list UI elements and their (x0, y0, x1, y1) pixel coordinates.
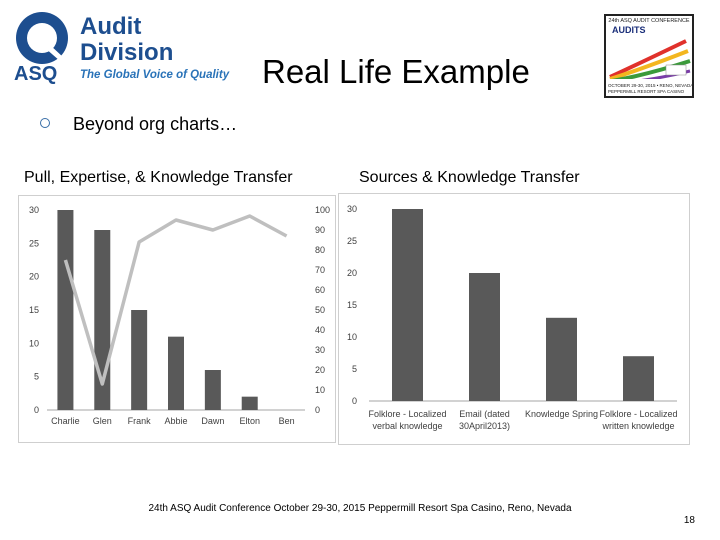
right-chart-title: Sources & Knowledge Transfer (359, 169, 580, 186)
x-tick-label: Folklore - Localized written knowledge (599, 409, 677, 431)
page-number: 18 (683, 515, 695, 526)
y-tick-label: 15 (347, 300, 357, 310)
y-tick-label: 25 (29, 238, 39, 248)
x-tick-label: Folklore - Localized verbal knowledge (368, 409, 446, 431)
footer-text: 24th ASQ Audit Conference October 29-30,… (148, 503, 572, 514)
y-tick-label: 10 (29, 338, 39, 348)
y-tick-label: 30 (347, 204, 357, 214)
bar (131, 310, 148, 410)
x-tick-label: Glen (93, 416, 112, 426)
left-chart-svg: 0 5 10 15 20 25 30 0 10 20 30 40 50 60 70 80 90 100 Charli… (29, 205, 330, 426)
y2-tick-label: 100 (315, 205, 330, 215)
y-tick-label: 30 (29, 205, 39, 215)
y-tick-label: 0 (352, 396, 357, 406)
bar (168, 336, 184, 410)
y2-tick-label: 0 (315, 405, 320, 415)
bar (392, 209, 423, 401)
y-tick-label: 25 (347, 236, 357, 246)
series-line (63, 214, 288, 386)
logo-audit: Audit (80, 13, 141, 40)
bullet-text: Beyond org charts… (73, 114, 238, 134)
right-chart: 0 5 10 15 20 25 30 Folklore - Localized verbal k… (338, 193, 690, 445)
y2-tick-label: 90 (315, 225, 325, 235)
logo-brand: ASQ (14, 63, 57, 85)
y-tick-label: 5 (34, 372, 39, 382)
y-tick-label: 20 (347, 268, 357, 278)
y2-tick-label: 50 (315, 305, 325, 315)
y2-tick-label: 10 (315, 385, 325, 395)
x-tick-label: Abbie (164, 416, 187, 426)
bar (241, 396, 258, 410)
logo-division: Division (80, 39, 173, 66)
y2-tick-label: 20 (315, 365, 325, 375)
y-tick-label: 10 (347, 332, 357, 342)
badge-date: OCTOBER 29-30, 2015 • RENO, NEVADA (608, 83, 694, 88)
x-tick-label: Dawn (201, 416, 224, 426)
y2-tick-label: 60 (315, 285, 325, 295)
left-chart-title: Pull, Expertise, & Knowledge Transfer (24, 169, 293, 186)
bar (57, 210, 74, 410)
x-tick-label: Charlie (51, 416, 80, 426)
bullet-item: Beyond org charts… (40, 113, 237, 135)
left-chart: 0 5 10 15 20 25 30 0 10 20 30 40 50 60 70 80 90 100 Charli… (18, 195, 336, 443)
bar (546, 317, 577, 401)
logo-tagline: The Global Voice of Quality (80, 69, 230, 81)
x-tick-label: Frank (128, 416, 152, 426)
bullet-ring-icon (40, 118, 50, 128)
x-tick-label: Knowledge Spring (525, 409, 598, 419)
bar (204, 370, 221, 410)
bar (469, 273, 500, 401)
x-tick-label: Ben (279, 416, 295, 426)
y2-tick-label: 40 (315, 325, 325, 335)
y2-tick-label: 70 (315, 265, 325, 275)
y-tick-label: 15 (29, 305, 39, 315)
y-tick-label: 5 (352, 364, 357, 374)
right-chart-svg: 0 5 10 15 20 25 30 Folklore - Localized verbal k… (347, 204, 678, 431)
x-tick-label: Elton (239, 416, 260, 426)
y-tick-label: 0 (34, 405, 39, 415)
badge-road-graphic (609, 39, 691, 79)
y-tick-label: 20 (29, 272, 39, 282)
bar (623, 356, 654, 401)
slide-title: Real Life Example (262, 53, 530, 90)
x-tick-label: Email (dated 30April2013) (459, 409, 510, 431)
badge-venue: PEPPERMILL RESORT SPA CASINO (608, 88, 685, 94)
badge-audits-label: AUDITS (612, 25, 646, 35)
y2-tick-label: 80 (315, 245, 325, 255)
asq-audit-division-logo: ASQ Audit Division The Global Voice of Q… (14, 10, 254, 88)
y2-tick-label: 30 (315, 345, 325, 355)
conference-badge: 24th ASQ AUDIT CONFERENCE AUDITS OCTOBER… (604, 14, 694, 98)
badge-conference-name: 24th ASQ AUDIT CONFERENCE (608, 18, 690, 24)
